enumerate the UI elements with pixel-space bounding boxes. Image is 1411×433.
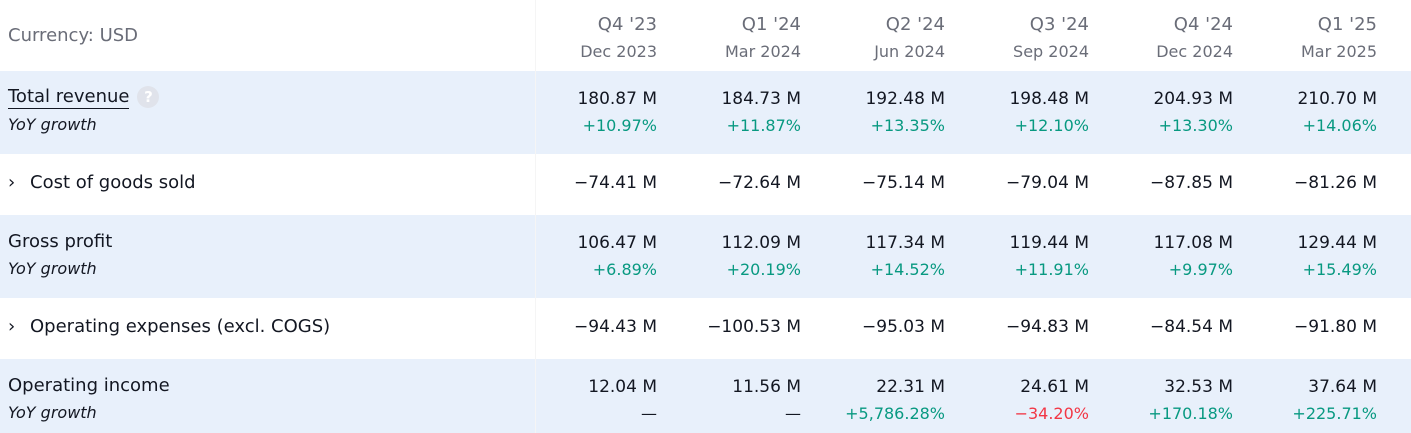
- opex-value: −94.43 M: [574, 317, 657, 337]
- period-quarter-0: Q4 '23: [597, 14, 657, 35]
- cogs-value: −79.04 M: [1006, 173, 1089, 193]
- operating-income-growth: +170.18%: [1148, 404, 1233, 423]
- period-quarter-1: Q1 '24: [741, 14, 801, 35]
- total-revenue-growth: +14.06%: [1302, 116, 1377, 135]
- cogs-value: −81.26 M: [1294, 173, 1377, 193]
- gross-profit-value: 119.44 M: [1009, 233, 1089, 253]
- gross-profit-value: 112.09 M: [721, 233, 801, 253]
- chevron-right-icon[interactable]: ›: [8, 316, 16, 337]
- help-icon[interactable]: ?: [137, 86, 160, 108]
- period-date-1: Mar 2024: [725, 42, 801, 61]
- currency-label: Currency: USD: [8, 25, 139, 46]
- cogs-label: Cost of goods sold: [30, 172, 196, 193]
- gross-profit-growth: +20.19%: [726, 260, 801, 279]
- row-gross-profit: [0, 215, 1411, 298]
- total-revenue-growth: +13.30%: [1158, 116, 1233, 135]
- cogs-value: −72.64 M: [718, 173, 801, 193]
- cogs-value: −87.85 M: [1150, 173, 1233, 193]
- total-revenue-label-cell: Total revenue?: [8, 86, 160, 109]
- total-revenue-value: 204.93 M: [1153, 89, 1233, 109]
- period-date-3: Sep 2024: [1013, 42, 1089, 61]
- operating-income-value: 37.64 M: [1308, 377, 1377, 397]
- total-revenue-growth: +13.35%: [870, 116, 945, 135]
- opex-value: −84.54 M: [1150, 317, 1233, 337]
- operating-income-value: 24.61 M: [1020, 377, 1089, 397]
- gross-profit-growth: +14.52%: [870, 260, 945, 279]
- opex-label: Operating expenses (excl. COGS): [30, 316, 331, 337]
- total-revenue-growth-label: YoY growth: [8, 115, 97, 134]
- operating-income-value: 11.56 M: [732, 377, 801, 397]
- gross-profit-value: 106.47 M: [577, 233, 657, 253]
- period-quarter-3: Q3 '24: [1029, 14, 1089, 35]
- total-revenue-growth: +10.97%: [582, 116, 657, 135]
- gross-profit-value: 129.44 M: [1297, 233, 1377, 253]
- gross-profit-value: 117.34 M: [865, 233, 945, 253]
- operating-income-value: 22.31 M: [876, 377, 945, 397]
- opex-value: −94.83 M: [1006, 317, 1089, 337]
- period-quarter-5: Q1 '25: [1317, 14, 1377, 35]
- operating-income-label: Operating income: [8, 375, 170, 396]
- cogs-value: −75.14 M: [862, 173, 945, 193]
- period-date-0: Dec 2023: [580, 42, 657, 61]
- opex-value: −100.53 M: [707, 317, 801, 337]
- chevron-right-icon[interactable]: ›: [8, 172, 16, 193]
- period-date-4: Dec 2024: [1156, 42, 1233, 61]
- operating-income-growth-label: YoY growth: [8, 403, 97, 422]
- operating-income-growth: —: [641, 404, 657, 423]
- gross-profit-growth: +11.91%: [1014, 260, 1089, 279]
- row-operating-income: [0, 359, 1411, 433]
- total-revenue-value: 210.70 M: [1297, 89, 1377, 109]
- opex-label-cell[interactable]: › Operating expenses (excl. COGS): [8, 316, 330, 337]
- total-revenue-growth: +12.10%: [1014, 116, 1089, 135]
- operating-income-growth: +225.71%: [1292, 404, 1377, 423]
- total-revenue-growth: +11.87%: [726, 116, 801, 135]
- row-total-revenue: [0, 71, 1411, 154]
- operating-income-value: 12.04 M: [588, 377, 657, 397]
- cogs-value: −74.41 M: [574, 173, 657, 193]
- period-date-5: Mar 2025: [1301, 42, 1377, 61]
- period-quarter-4: Q4 '24: [1173, 14, 1233, 35]
- gross-profit-growth: +6.89%: [592, 260, 657, 279]
- period-quarter-2: Q2 '24: [885, 14, 945, 35]
- period-date-2: Jun 2024: [874, 42, 945, 61]
- gross-profit-growth: +15.49%: [1302, 260, 1377, 279]
- cogs-label-cell[interactable]: › Cost of goods sold: [8, 172, 196, 193]
- total-revenue-value: 198.48 M: [1009, 89, 1089, 109]
- gross-profit-label: Gross profit: [8, 231, 113, 252]
- operating-income-growth: —: [785, 404, 801, 423]
- operating-income-growth: +5,786.28%: [845, 404, 945, 423]
- gross-profit-value: 117.08 M: [1153, 233, 1233, 253]
- total-revenue-label[interactable]: Total revenue: [8, 86, 130, 109]
- column-divider: [535, 0, 536, 433]
- total-revenue-value: 192.48 M: [865, 89, 945, 109]
- total-revenue-value: 180.87 M: [577, 89, 657, 109]
- operating-income-growth: −34.20%: [1014, 404, 1089, 423]
- opex-value: −95.03 M: [862, 317, 945, 337]
- gross-profit-growth: +9.97%: [1168, 260, 1233, 279]
- total-revenue-value: 184.73 M: [721, 89, 801, 109]
- gross-profit-growth-label: YoY growth: [8, 259, 97, 278]
- operating-income-value: 32.53 M: [1164, 377, 1233, 397]
- opex-value: −91.80 M: [1294, 317, 1377, 337]
